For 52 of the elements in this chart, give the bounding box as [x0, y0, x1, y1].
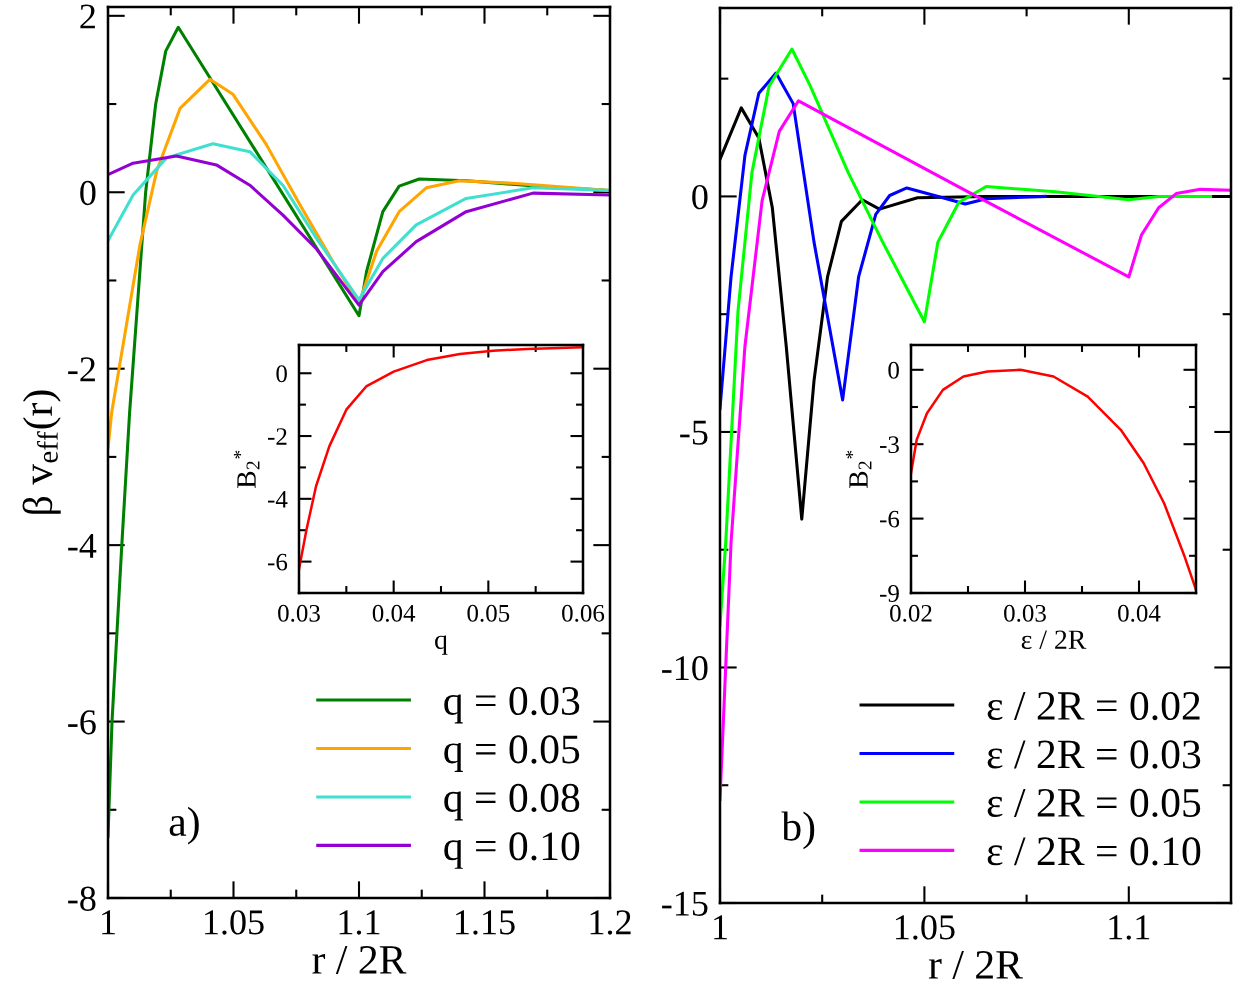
y-tick-label: -5	[680, 420, 708, 445]
legend-label: ε / 2R = 0.05	[987, 788, 1201, 818]
x-tick-label: 1.1	[1109, 915, 1150, 940]
annotation: a)	[169, 806, 199, 845]
x-tick-label: 1.1	[339, 910, 380, 935]
line-series	[720, 71, 1047, 410]
y-tick-label: -6	[879, 510, 900, 528]
y-tick-label: -10	[662, 655, 708, 681]
x-axis-title: q	[435, 635, 448, 655]
x-axis-title: ε / 2R	[1021, 630, 1087, 650]
y-tick-label: 2	[80, 4, 95, 29]
legend-label: q = 0.08	[444, 783, 580, 821]
y-tick-label: -4	[267, 491, 288, 508]
y-tick-label: 0	[692, 184, 708, 210]
legend-label: ε / 2R = 0.03	[987, 740, 1201, 769]
x-tick-label: 1.15	[456, 910, 515, 935]
legend-label: q = 0.05	[444, 735, 580, 772]
legend-label: ε / 2R = 0.10	[987, 837, 1201, 866]
y-tick-label: -8	[68, 886, 96, 911]
y-tick-label: -4	[68, 533, 97, 558]
x-axis-title: r / 2R	[312, 945, 407, 974]
y-axis-title: β v$_{eff}$(r)	[22, 390, 61, 514]
annotation: b)	[781, 811, 815, 850]
y-tick-label: 0	[80, 180, 96, 206]
x-tick-label: 1	[714, 915, 727, 940]
y-tick-label: 0	[888, 361, 899, 379]
legend-label: q = 0.10	[444, 832, 580, 869]
y-tick-label: -6	[267, 553, 288, 571]
y-tick-label: -9	[879, 585, 899, 602]
x-axis-title: r / 2R	[928, 950, 1023, 979]
x-tick-label: 0.04	[1118, 604, 1161, 622]
y-tick-label: -2	[68, 357, 95, 382]
y-tick-label: -6	[68, 710, 96, 735]
y-tick-label: -15	[662, 891, 708, 916]
x-tick-label: 0.06	[562, 604, 605, 622]
x-tick-label: 0.02	[890, 604, 932, 622]
x-tick-label: 0.03	[1004, 604, 1046, 622]
x-tick-label: 1.05	[205, 910, 264, 935]
x-tick-label: 1	[102, 910, 115, 935]
legend-label: q = 0.03	[444, 686, 580, 724]
y-tick-label: 0	[276, 365, 287, 383]
x-tick-label: 0.03	[278, 604, 320, 622]
x-tick-label: 0.05	[467, 604, 510, 622]
y-axis-title: B$_{2}$$^{*}$	[845, 450, 872, 489]
y-axis-title: B$_{2}$$^{*}$	[233, 450, 260, 489]
x-tick-label: 1.2	[590, 910, 631, 935]
legend-label: ε / 2R = 0.02	[987, 691, 1200, 721]
y-tick-label: -3	[879, 436, 899, 454]
x-tick-label: 1.05	[895, 915, 955, 940]
line-series	[720, 47, 1213, 627]
y-tick-label: -2	[267, 428, 287, 445]
x-tick-label: 0.04	[372, 604, 416, 622]
